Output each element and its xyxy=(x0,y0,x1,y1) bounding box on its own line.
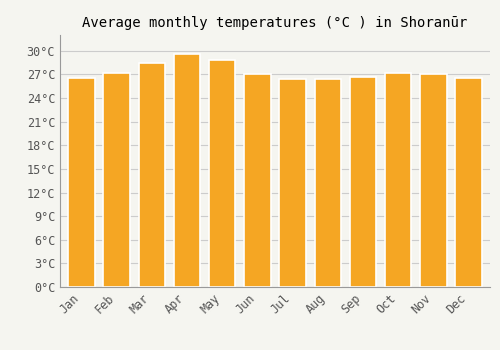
Bar xyxy=(138,63,165,287)
Bar xyxy=(68,78,94,287)
Bar xyxy=(280,79,306,287)
Bar xyxy=(385,73,411,287)
Bar xyxy=(174,54,200,287)
Bar xyxy=(244,75,270,287)
Bar xyxy=(456,78,481,287)
Title: Average monthly temperatures (°C ) in Shoranūr: Average monthly temperatures (°C ) in Sh… xyxy=(82,16,468,30)
Bar xyxy=(104,73,130,287)
Bar xyxy=(350,77,376,287)
Bar xyxy=(209,60,236,287)
Bar xyxy=(420,75,446,287)
Bar xyxy=(314,79,341,287)
